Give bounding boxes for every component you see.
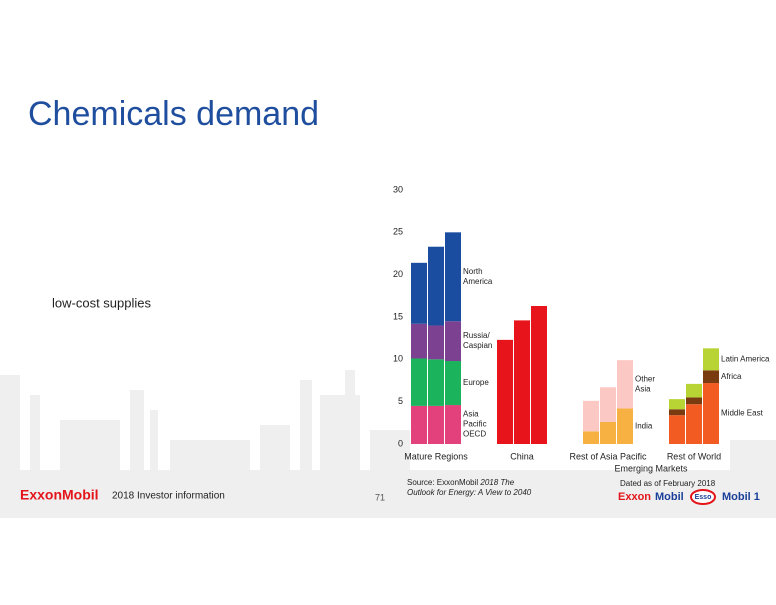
source-title-2: Outlook for Energy: A View to 2040 <box>407 488 532 497</box>
bar-segment <box>411 262 427 324</box>
bar-segment <box>428 405 444 444</box>
y-tick-label: 20 <box>393 269 403 279</box>
source-title: 2018 The <box>479 478 514 487</box>
bar-segment <box>583 400 599 432</box>
bar-segment <box>411 405 427 444</box>
x-group-label: Rest of Asia Pacific <box>569 451 647 461</box>
bar-segment <box>669 409 685 416</box>
series-label: Middle East <box>721 409 764 418</box>
series-label: Europe <box>463 378 489 387</box>
bar-segment <box>669 399 685 410</box>
bar-segment <box>583 431 599 444</box>
bar-segment <box>445 321 461 362</box>
y-tick-label: 0 <box>398 438 403 448</box>
brand-esso: Esso <box>695 494 712 501</box>
bar-segment <box>445 232 461 322</box>
esso-oval <box>690 489 716 505</box>
bar-segment <box>686 404 702 444</box>
y-tick-label: 25 <box>393 227 403 237</box>
bar-segment <box>411 323 427 359</box>
source-line: Source: ExxonMobil 2018 The <box>407 478 515 487</box>
bar-segment <box>703 370 719 384</box>
bar-segment <box>617 408 633 444</box>
body-text: low-cost supplies <box>52 295 151 310</box>
x-group-label: China <box>510 451 534 461</box>
bar-segment <box>411 358 427 406</box>
bar-segment <box>497 339 513 444</box>
series-label: Russia/Caspian <box>463 331 492 350</box>
bar-segment <box>531 305 547 444</box>
series-label: Latin America <box>721 354 770 363</box>
bar-segment <box>428 325 444 360</box>
brand-mobil1: Mobil 1 <box>722 491 760 503</box>
footer-event: 2018 Investor information <box>112 491 225 502</box>
y-tick-label: 10 <box>393 354 403 364</box>
skyline <box>0 370 776 518</box>
y-tick-label: 5 <box>398 396 403 406</box>
bar-segment <box>703 348 719 371</box>
x-group-label: Rest of World <box>667 451 721 461</box>
brand-mobil: Mobil <box>655 491 684 503</box>
y-tick-label: 30 <box>393 184 403 194</box>
bar-segment <box>617 360 633 409</box>
series-label: India <box>635 421 653 430</box>
bar-segment <box>686 383 702 398</box>
bar-segment <box>669 415 685 444</box>
bar-segment <box>600 421 616 444</box>
series-label: Asia Pacific OECD <box>463 410 487 439</box>
bar-segment <box>600 387 616 422</box>
series-label: Other Asia <box>635 374 655 393</box>
y-tick-label: 15 <box>393 311 403 321</box>
supergroup-label: Emerging Markets <box>614 463 688 473</box>
bar-segment <box>445 405 461 444</box>
bar-segment <box>445 361 461 406</box>
chart: 0 5 10 15 20 25 30 Mature Regions Asia Pacific OEC… <box>393 184 770 473</box>
dated: Dated as of February 2018 <box>620 479 716 488</box>
bar-segment <box>703 383 719 444</box>
brand-exxon: Exxon <box>618 491 651 503</box>
series-label: North America <box>463 267 493 286</box>
bar-segment <box>514 320 530 444</box>
bar-segment <box>686 397 702 405</box>
page-number: 71 <box>375 492 385 502</box>
series-label: Africa <box>721 372 742 381</box>
bar-segment <box>428 246 444 326</box>
source-prefix: Source: ExxonMobil <box>407 478 478 487</box>
x-group-label: Mature Regions <box>404 451 468 461</box>
company-logo: ExxonMobil <box>20 487 99 503</box>
bar-segment <box>428 359 444 406</box>
slide-title: Chemicals demand <box>28 95 319 133</box>
